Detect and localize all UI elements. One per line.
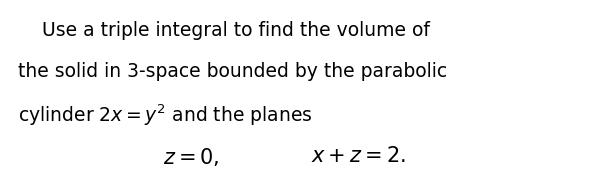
Text: Use a triple integral to find the volume of: Use a triple integral to find the volume… <box>18 21 430 40</box>
Text: $x + z = 2.$: $x + z = 2.$ <box>312 146 406 166</box>
Text: cylinder $2x = y^2$ and the planes: cylinder $2x = y^2$ and the planes <box>18 102 313 128</box>
Text: $z = 0,$: $z = 0,$ <box>163 146 219 168</box>
Text: the solid in 3-space bounded by the parabolic: the solid in 3-space bounded by the para… <box>18 62 447 81</box>
